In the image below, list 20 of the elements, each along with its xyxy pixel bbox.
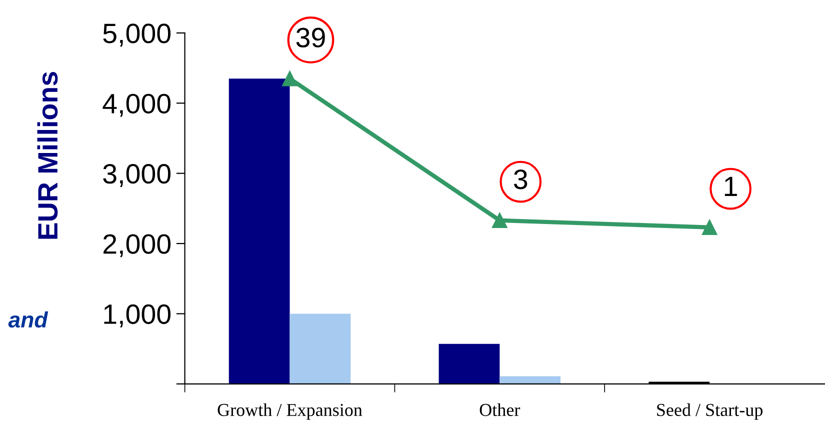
point <box>492 212 508 228</box>
point <box>282 70 298 86</box>
bar <box>438 344 500 384</box>
x-tick-label: Seed / Start-up <box>657 403 763 420</box>
annotation: 3 <box>514 170 528 190</box>
y-tick-label: 3,000 <box>103 164 171 187</box>
y-tick-label: 2,000 <box>104 234 171 258</box>
x-tick-label: Growth / Expansion <box>218 403 362 420</box>
bar <box>228 78 290 384</box>
y-tick-label: 5,000 <box>103 24 171 47</box>
y-axis-title: EUR Millions <box>37 72 58 239</box>
bar <box>290 314 351 384</box>
annotation: 39 <box>296 28 325 48</box>
point <box>702 220 718 236</box>
text: and <box>8 311 48 328</box>
y-tick-label: 4,000 <box>102 94 171 117</box>
y-tick-label: 1,000 <box>104 304 171 328</box>
annotation: 1 <box>724 176 737 196</box>
bar <box>500 376 561 384</box>
x-tick-label: Other <box>480 403 520 416</box>
